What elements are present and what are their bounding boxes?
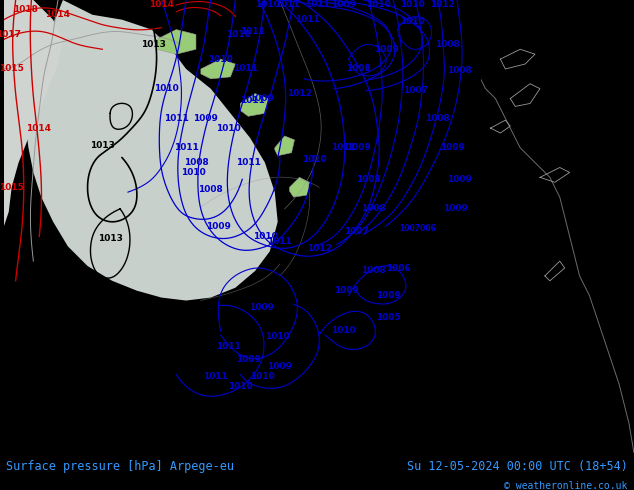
Text: 1010: 1010: [256, 0, 280, 9]
Text: 1011: 1011: [275, 0, 300, 9]
Text: 1008: 1008: [356, 175, 381, 184]
Polygon shape: [4, 0, 63, 226]
Text: 1008: 1008: [447, 67, 472, 75]
Text: 1009: 1009: [376, 291, 401, 300]
Text: 1009: 1009: [206, 222, 231, 231]
Text: 1009: 1009: [443, 204, 467, 213]
Text: 1009: 1009: [334, 286, 359, 295]
Text: 1011: 1011: [204, 372, 228, 381]
Text: 1007: 1007: [403, 86, 428, 95]
Text: 1010: 1010: [250, 372, 275, 381]
Text: 1009: 1009: [193, 114, 218, 122]
Text: 1013: 1013: [141, 40, 166, 49]
Polygon shape: [25, 0, 278, 300]
Text: 1011: 1011: [233, 65, 257, 74]
Text: 1011: 1011: [305, 0, 330, 9]
Text: 1008: 1008: [346, 65, 371, 74]
Text: 1009: 1009: [250, 303, 275, 312]
Text: 1008: 1008: [425, 114, 450, 122]
Text: 1015: 1015: [0, 183, 24, 192]
Text: 1010: 1010: [252, 232, 277, 241]
Polygon shape: [240, 94, 268, 116]
Text: 1010: 1010: [400, 17, 425, 26]
Text: 1015: 1015: [0, 65, 24, 74]
Text: 1009: 1009: [268, 362, 292, 371]
Text: 1014: 1014: [149, 0, 174, 9]
Polygon shape: [157, 29, 196, 54]
Text: 1010: 1010: [208, 54, 233, 64]
Text: 1005: 1005: [376, 313, 401, 322]
Text: Surface pressure [hPa] Arpege-eu: Surface pressure [hPa] Arpege-eu: [6, 460, 235, 473]
Text: 1011: 1011: [295, 15, 320, 24]
Text: 1014: 1014: [46, 10, 70, 19]
Text: 1008: 1008: [435, 40, 460, 49]
Text: 1011: 1011: [268, 237, 292, 246]
Text: 1012: 1012: [430, 0, 455, 9]
Text: 1011: 1011: [164, 114, 189, 122]
Text: 1008: 1008: [198, 185, 223, 194]
Text: 1010: 1010: [302, 155, 327, 164]
Text: 1012: 1012: [307, 244, 332, 253]
Text: 1010: 1010: [181, 168, 205, 177]
Text: 1008: 1008: [184, 158, 209, 167]
Text: 1009: 1009: [373, 45, 399, 54]
Polygon shape: [290, 177, 309, 197]
Text: 1012: 1012: [287, 89, 312, 98]
Text: 1011: 1011: [332, 143, 356, 152]
Text: 1011: 1011: [240, 27, 264, 36]
Text: © weatheronline.co.uk: © weatheronline.co.uk: [504, 481, 628, 490]
Text: 1010: 1010: [366, 0, 391, 9]
Text: Su 12-05-2024 00:00 UTC (18+54): Su 12-05-2024 00:00 UTC (18+54): [407, 460, 628, 473]
Text: 1010: 1010: [216, 123, 241, 133]
Text: 1009: 1009: [236, 355, 261, 364]
Text: 1009: 1009: [346, 143, 371, 152]
Text: 1007006: 1007006: [399, 224, 436, 233]
Text: 1009: 1009: [332, 0, 356, 9]
Polygon shape: [275, 136, 294, 156]
Text: 1009: 1009: [446, 175, 472, 184]
Text: 1010: 1010: [266, 333, 290, 342]
Text: 1013: 1013: [90, 141, 115, 150]
Text: 1008: 1008: [361, 267, 385, 275]
Text: 1011: 1011: [240, 96, 264, 105]
Text: 1017: 1017: [0, 30, 21, 39]
Text: 1006: 1006: [385, 264, 410, 272]
Text: 1011: 1011: [216, 343, 241, 351]
Text: 1010: 1010: [332, 325, 356, 335]
Text: 1011: 1011: [174, 143, 198, 152]
Text: 1011: 1011: [236, 158, 261, 167]
Text: 1010: 1010: [400, 0, 425, 9]
Text: 1010: 1010: [228, 382, 253, 391]
Text: 1010: 1010: [154, 84, 179, 93]
Text: 1009: 1009: [250, 94, 275, 103]
Text: 1010: 1010: [226, 30, 250, 39]
Text: 1008: 1008: [361, 204, 385, 213]
Text: 1014: 1014: [26, 123, 51, 133]
Text: 1007: 1007: [344, 227, 369, 236]
Text: 1013: 1013: [98, 234, 122, 243]
Polygon shape: [201, 59, 235, 79]
Text: 1009: 1009: [440, 143, 465, 152]
Text: 1018: 1018: [13, 5, 38, 14]
